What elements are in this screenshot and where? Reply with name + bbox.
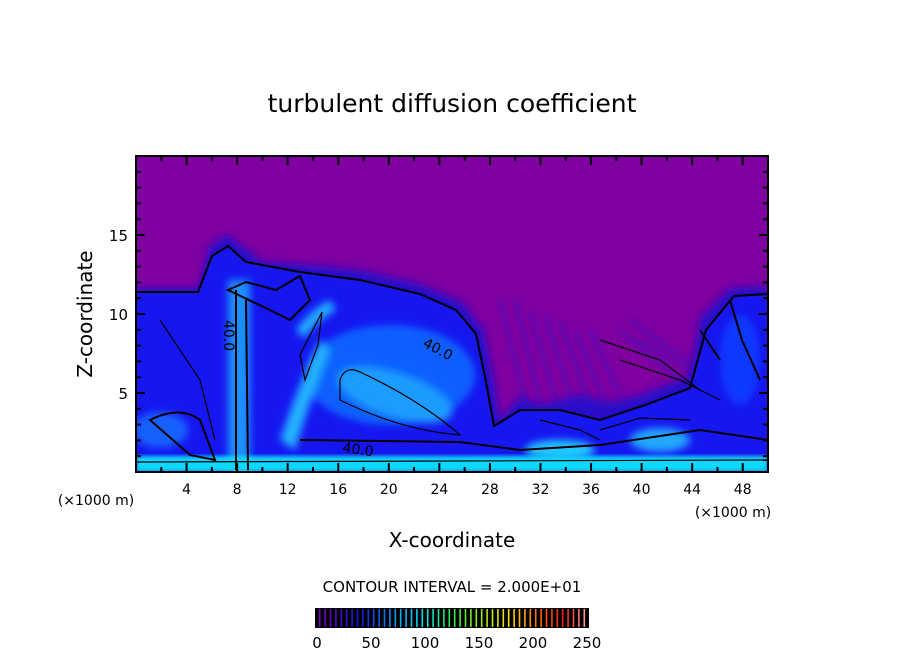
x-tick-label: 32	[532, 482, 550, 498]
contour-lines	[136, 244, 768, 471]
x-tick-labels: 4 8 12 16 20 24 28 32 36 40 44 48	[182, 482, 752, 498]
x-unit-right: (×1000 m)	[695, 505, 771, 521]
x-tick-label: 48	[734, 482, 752, 498]
x-tick-label: 44	[683, 482, 701, 498]
contour-label: 40.0	[341, 440, 374, 460]
y-axis-label: Z-coordinate	[73, 250, 97, 377]
axis-ticks	[136, 156, 768, 472]
x-tick-label: 16	[329, 482, 347, 498]
x-tick-label: 24	[430, 482, 448, 498]
y-tick-label: 10	[109, 306, 128, 324]
x-tick-label: 12	[279, 482, 297, 498]
contour-interval: CONTOUR INTERVAL = 2.000E+01	[323, 578, 582, 596]
y-tick-label: 15	[109, 227, 128, 245]
colorbar-tick-label: 200	[519, 634, 548, 652]
colorbar: 0 50 100 150 200 250	[312, 608, 601, 652]
y-tick-label: 5	[118, 385, 128, 403]
colorbar-lines	[318, 609, 586, 627]
x-tick-label: 40	[633, 482, 651, 498]
colorbar-tick-label: 50	[361, 634, 380, 652]
chart-title: turbulent diffusion coefficient	[268, 89, 637, 118]
y-tick-labels: 5 10 15	[109, 227, 128, 403]
colorbar-tick-label: 100	[411, 634, 440, 652]
colorbar-tick-label: 250	[573, 634, 602, 652]
x-tick-label: 28	[481, 482, 499, 498]
x-tick-label: 36	[582, 482, 600, 498]
wave-streaks	[497, 299, 722, 421]
colorbar-tick-label: 0	[312, 634, 322, 652]
field-surface-band	[136, 456, 768, 472]
x-axis-label: X-coordinate	[389, 528, 516, 552]
field-light-blobs	[136, 280, 760, 472]
contour-label: 40.0	[220, 320, 236, 351]
x-tick-label: 8	[233, 482, 242, 498]
x-tick-label: 4	[182, 482, 191, 498]
colorbar-background	[315, 608, 589, 628]
plot-area: 40.0 40.0 40.0	[136, 156, 768, 472]
colorbar-tick-label: 150	[465, 634, 494, 652]
colorbar-labels: 0 50 100 150 200 250	[312, 634, 601, 652]
x-unit-left: (×1000 m)	[58, 493, 134, 509]
x-tick-label: 20	[380, 482, 398, 498]
